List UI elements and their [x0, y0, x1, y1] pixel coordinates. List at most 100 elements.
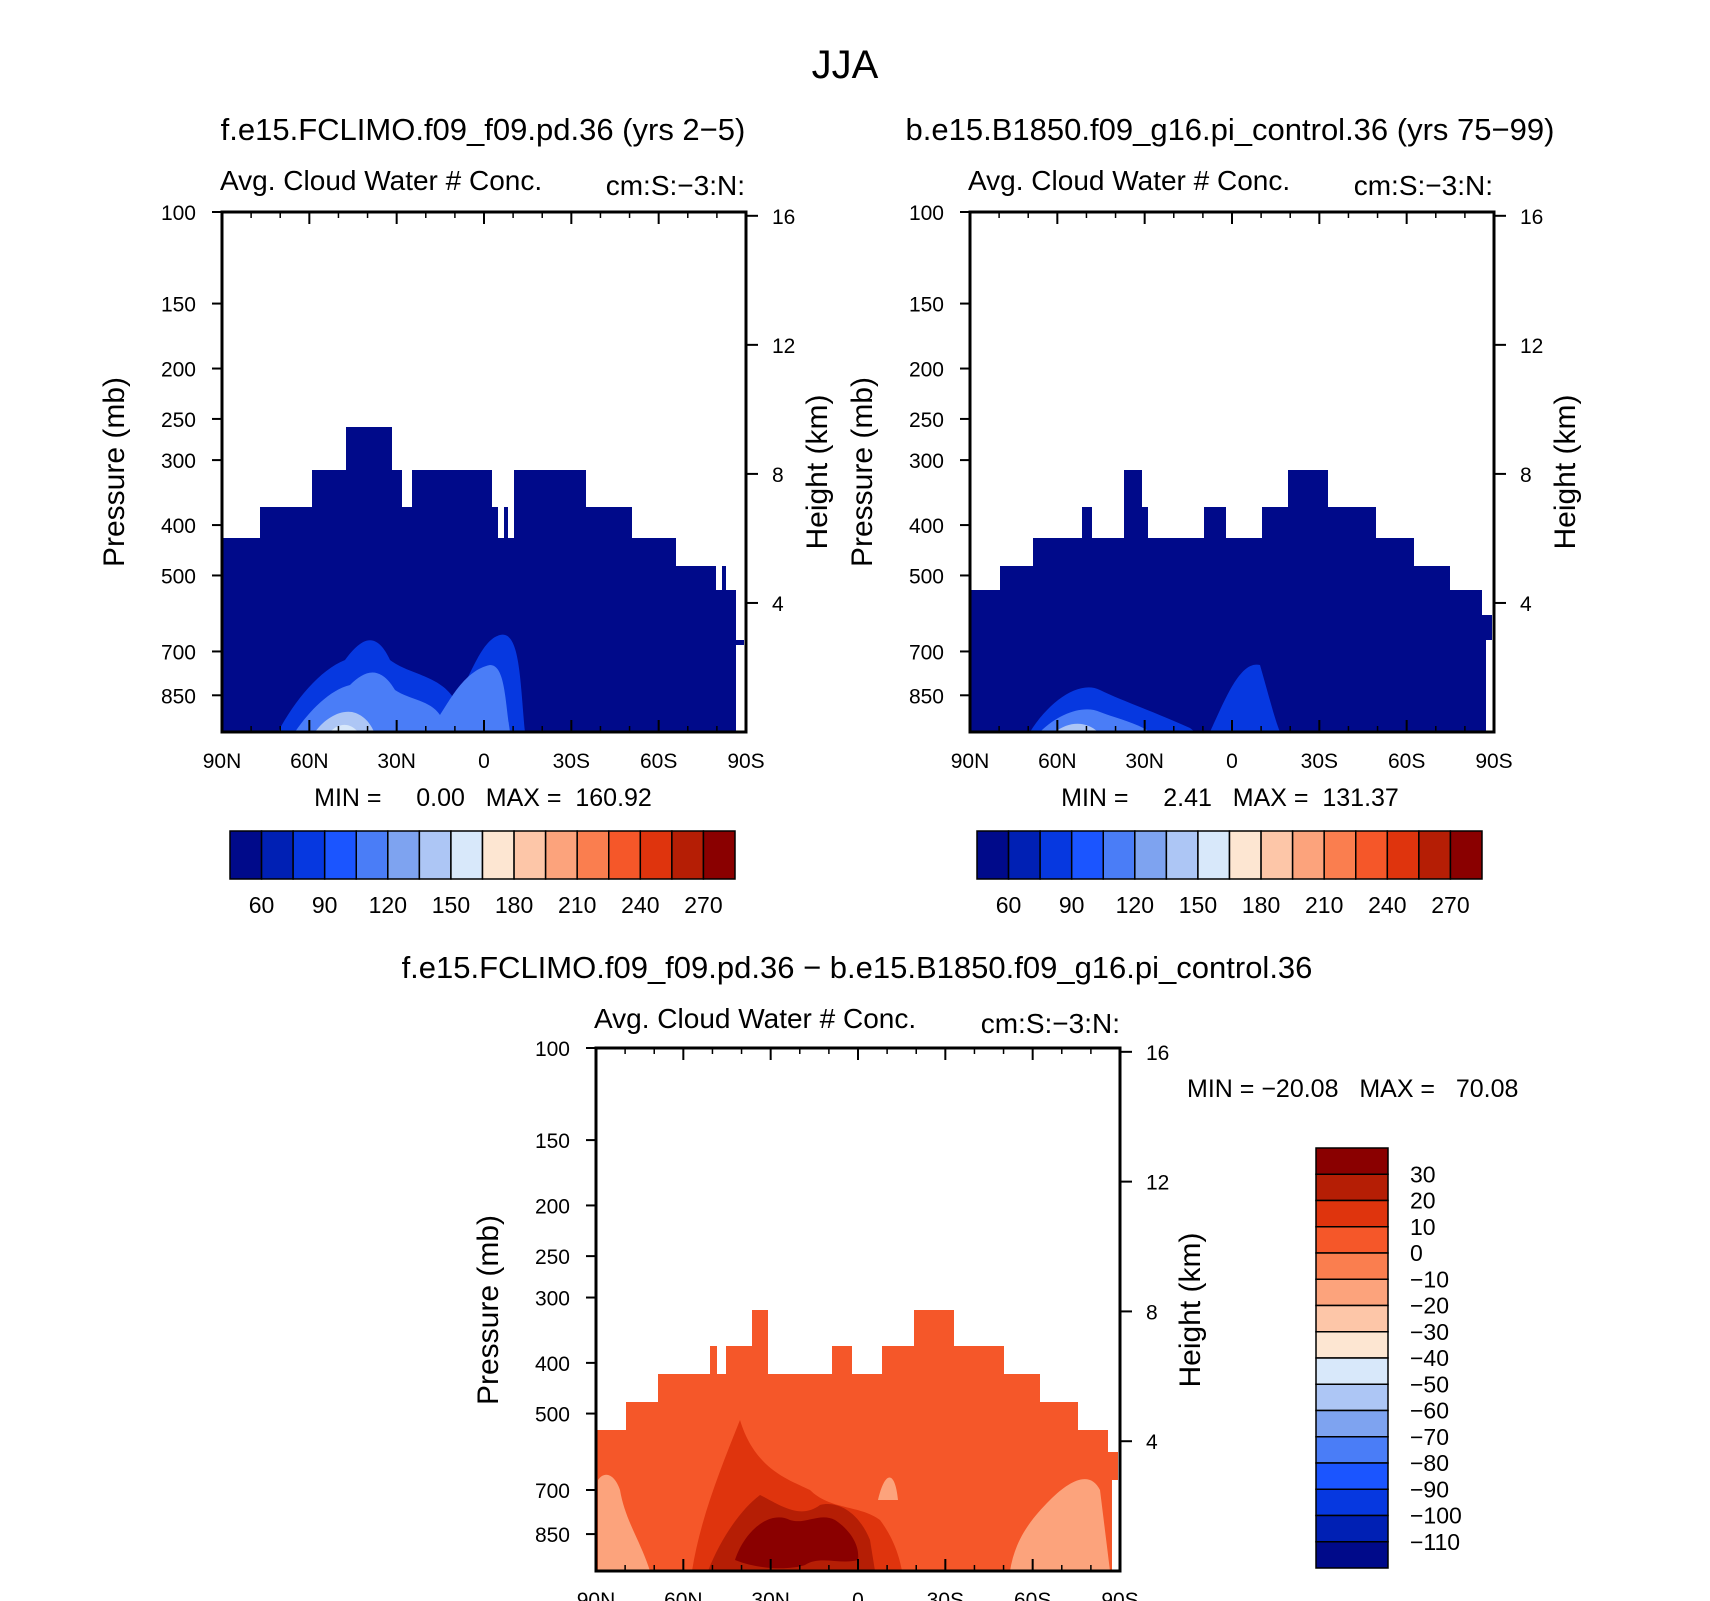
panel-1-axes: 90N 60N 30N 0 30S 60S 90S 100 150 200 250 300 400 500… — [98, 202, 834, 773]
panel-1-colorbar: 60 90 120 150 180 210 240 270 — [229, 830, 736, 918]
panel-2: b.e15.B1850.f09_g16.pi_control.36 (yrs 7… — [846, 112, 1582, 918]
colorbar-swatch — [355, 830, 389, 880]
colorbar-swatch — [576, 830, 610, 880]
height-tick-label: 12 — [1520, 335, 1543, 358]
colorbar-swatch — [323, 830, 357, 880]
panel-1-units-title: cm:S:−3:N: — [606, 170, 745, 201]
colorbar-swatch — [544, 830, 578, 880]
x-tick-label: 90S — [1475, 750, 1512, 773]
figure-title: JJA — [812, 43, 879, 87]
colorbar-label: 20 — [1410, 1188, 1436, 1214]
y-tick-label: 100 — [909, 202, 944, 225]
colorbar-swatch — [1291, 830, 1325, 880]
colorbar-swatch — [1315, 1488, 1389, 1517]
height-axis-label: Height (km) — [1549, 394, 1582, 549]
panel-3-units-title: cm:S:−3:N: — [981, 1008, 1120, 1039]
colorbar-label: 60 — [996, 892, 1022, 918]
panel-3-variable-title: Avg. Cloud Water # Conc. — [594, 1003, 916, 1034]
y-tick-label: 300 — [909, 450, 944, 473]
x-tick-label: 60N — [664, 1589, 703, 1601]
y-tick-label: 200 — [909, 359, 944, 382]
x-tick-label: 0 — [478, 750, 490, 773]
y-tick-label: 100 — [161, 202, 196, 225]
contour-field-outer — [970, 470, 1492, 732]
x-tick-label: 30N — [751, 1589, 790, 1601]
colorbar-swatch — [387, 830, 421, 880]
colorbar-swatch — [1315, 1173, 1389, 1202]
colorbar-label: 270 — [684, 892, 722, 918]
colorbar-swatch — [1039, 830, 1073, 880]
panel-3-colorbar: 3020100−10−20−30−40−50−60−70−80−90−100−1… — [1315, 1147, 1462, 1569]
height-axis-label: Height (km) — [801, 394, 834, 549]
colorbar-label: −100 — [1410, 1503, 1462, 1529]
colorbar-label: 90 — [312, 892, 338, 918]
y-tick-label: 250 — [909, 409, 944, 432]
colorbar-swatch — [513, 830, 547, 880]
colorbar-label: −50 — [1410, 1371, 1449, 1397]
colorbar-label: −90 — [1410, 1476, 1449, 1502]
colorbar-label: −60 — [1410, 1398, 1449, 1424]
colorbar-swatch — [1315, 1436, 1389, 1464]
colorbar-label: 210 — [558, 892, 596, 918]
colorbar-label: −70 — [1410, 1424, 1449, 1450]
colorbar-swatch — [260, 830, 294, 880]
y-tick-label: 850 — [535, 1524, 570, 1547]
colorbar-swatch — [1007, 830, 1041, 880]
colorbar-swatch — [1355, 830, 1389, 880]
height-tick-label: 8 — [772, 464, 784, 487]
x-tick-label: 60S — [1014, 1589, 1051, 1601]
colorbar-swatch — [1315, 1357, 1389, 1385]
colorbar-swatch — [229, 830, 263, 880]
colorbar-swatch — [1449, 830, 1483, 880]
y-tick-label: 700 — [161, 641, 196, 664]
y-tick-label: 850 — [909, 685, 944, 708]
colorbar-swatch — [1315, 1462, 1389, 1490]
height-tick-label: 16 — [1520, 206, 1543, 229]
panel-2-axes: 90N 60N 30N 0 30S 60S 90S 100 150 200 250 300 400 500… — [846, 202, 1582, 773]
y-tick-label: 500 — [535, 1404, 570, 1427]
x-tick-label: 60S — [640, 750, 677, 773]
colorbar-label: 90 — [1059, 892, 1085, 918]
y-axis-label: Pressure (mb) — [98, 377, 131, 567]
colorbar-swatch — [1197, 830, 1231, 880]
colorbar-swatch — [1315, 1252, 1389, 1280]
colorbar-swatch — [671, 830, 705, 880]
colorbar-swatch — [1260, 830, 1294, 880]
height-tick-label: 12 — [772, 335, 795, 358]
colorbar-swatch — [1315, 1383, 1389, 1412]
y-tick-label: 400 — [909, 515, 944, 538]
x-tick-label: 90N — [951, 750, 990, 773]
y-tick-label: 200 — [161, 359, 196, 382]
colorbar-swatch — [1315, 1541, 1389, 1569]
height-tick-label: 8 — [1520, 464, 1532, 487]
contour-level-light — [598, 1474, 1110, 1571]
contour-level-30 — [735, 1517, 859, 1569]
colorbar-swatch — [1315, 1226, 1389, 1254]
colorbar-swatch — [1315, 1147, 1389, 1175]
y-tick-label: 500 — [161, 565, 196, 588]
x-tick-label: 0 — [1226, 750, 1238, 773]
y-tick-label: 250 — [535, 1246, 570, 1269]
y-tick-label: 300 — [535, 1288, 570, 1311]
panel-1-contour-fill — [222, 427, 744, 732]
height-tick-label: 4 — [1520, 593, 1532, 616]
colorbar-swatch — [1102, 830, 1136, 880]
colorbar-swatch — [1315, 1304, 1389, 1333]
height-tick-label: 4 — [772, 593, 784, 616]
y-tick-label: 700 — [535, 1480, 570, 1503]
x-tick-label: 60S — [1388, 750, 1425, 773]
colorbar-swatch — [1228, 830, 1262, 880]
colorbar-label: −10 — [1410, 1266, 1449, 1292]
x-tick-label: 30S — [1301, 750, 1338, 773]
colorbar-label: −30 — [1410, 1319, 1449, 1345]
x-tick-label: 60N — [290, 750, 329, 773]
colorbar-label: 150 — [1179, 892, 1217, 918]
y-tick-label: 100 — [535, 1038, 570, 1061]
panel-3: f.e15.FCLIMO.f09_f09.pd.36 − b.e15.B1850… — [402, 950, 1519, 1601]
height-tick-label: 4 — [1146, 1431, 1158, 1454]
contour-level-high — [1055, 723, 1098, 732]
colorbar-label: −20 — [1410, 1293, 1449, 1319]
height-tick-label: 16 — [772, 206, 795, 229]
panel-1-case-title: f.e15.FCLIMO.f09_f09.pd.36 (yrs 2−5) — [221, 112, 746, 147]
colorbar-swatch — [450, 830, 484, 880]
